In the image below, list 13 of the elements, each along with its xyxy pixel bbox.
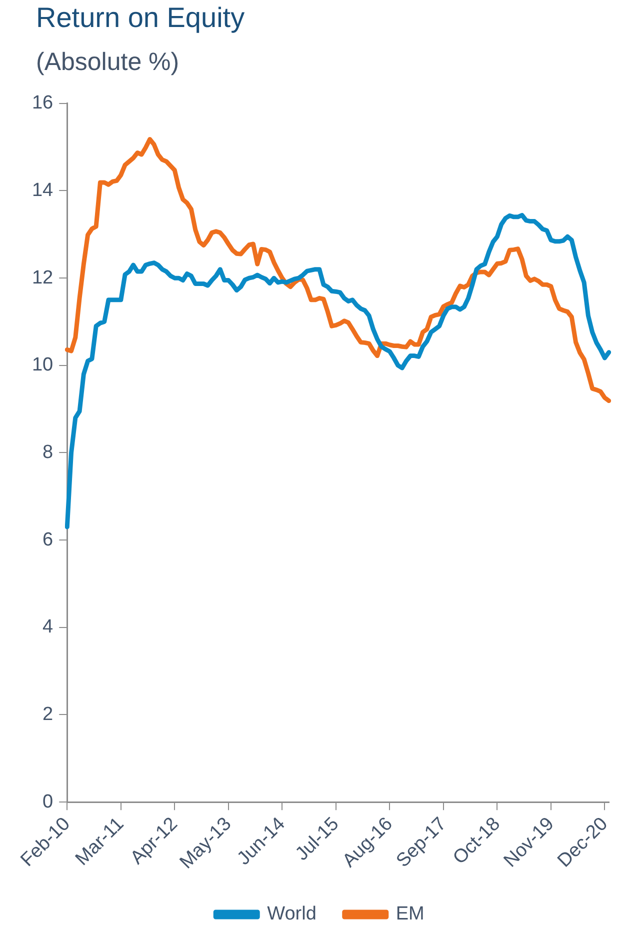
y-tick-label: 2 — [42, 704, 54, 725]
y-tick-label: 8 — [42, 442, 54, 463]
y-tick-label: 12 — [32, 267, 54, 288]
y-tick-label: 14 — [32, 180, 54, 201]
y-tick-label: 0 — [42, 791, 54, 812]
y-tick-label: 6 — [42, 529, 54, 550]
y-tick-label: 10 — [32, 354, 54, 376]
y-tick-label: 16 — [32, 92, 54, 114]
legend-label: EM — [396, 904, 424, 925]
legend-label: World — [267, 904, 316, 925]
chart-title: Return on Equity — [36, 2, 245, 34]
y-tick-label: 4 — [42, 616, 54, 638]
chart-subtitle: (Absolute %) — [36, 48, 180, 77]
